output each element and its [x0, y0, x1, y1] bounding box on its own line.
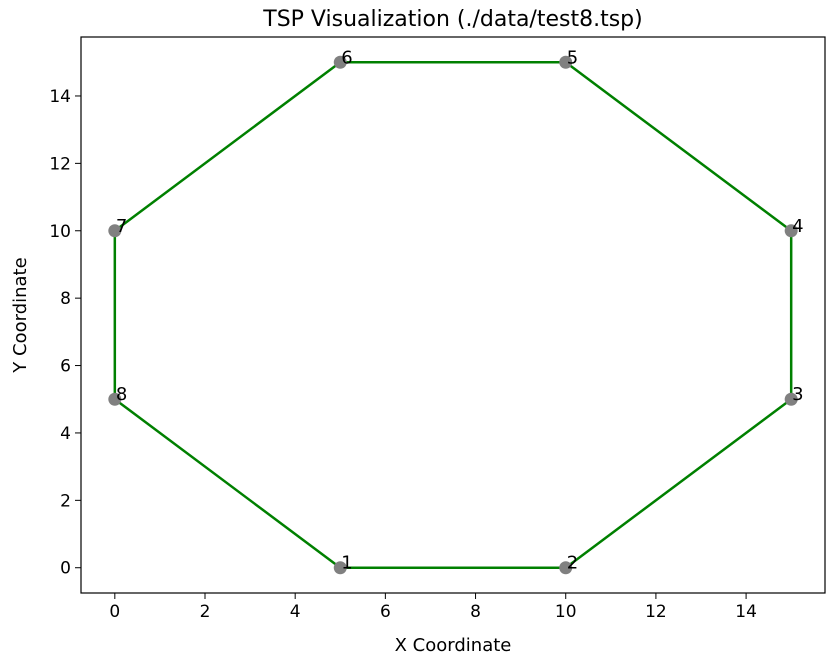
city-label: 3: [792, 384, 803, 405]
city-label: 8: [116, 384, 127, 405]
y-tick-label: 8: [60, 289, 71, 309]
y-tick-label: 10: [49, 222, 71, 242]
city-label: 1: [341, 553, 352, 574]
x-axis-label: X Coordinate: [395, 635, 512, 656]
city-label: 6: [341, 47, 352, 68]
x-tick-label: 0: [109, 602, 120, 622]
y-axis-label: Y Coordinate: [10, 257, 31, 373]
city-point: [108, 224, 122, 238]
x-tick-label: 10: [555, 602, 577, 622]
city-point: [784, 392, 798, 406]
x-tick-label: 12: [645, 602, 667, 622]
x-tick-label: 6: [380, 602, 391, 622]
city-label: 2: [567, 553, 578, 574]
city-point: [559, 55, 573, 69]
route-line: [113, 61, 793, 569]
x-tick-label: 8: [470, 602, 481, 622]
x-tick-label: 2: [200, 602, 211, 622]
y-tick-label: 0: [60, 559, 71, 579]
x-tick-label: 14: [735, 602, 757, 622]
city-point: [333, 55, 347, 69]
plot-frame: [80, 36, 826, 594]
x-tick-label: 4: [290, 602, 301, 622]
city-label: 7: [116, 216, 127, 237]
y-tick-label: 4: [60, 424, 71, 444]
city-point: [333, 561, 347, 575]
y-tick-label: 2: [60, 491, 71, 511]
city-point: [784, 224, 798, 238]
chart-title: TSP Visualization (./data/test8.tsp): [262, 7, 642, 32]
city-label: 5: [567, 47, 578, 68]
city-label: 4: [792, 216, 803, 237]
city-point: [108, 392, 122, 406]
y-tick-label: 6: [60, 357, 71, 377]
y-tick-label: 12: [49, 154, 71, 174]
city-point: [559, 561, 573, 575]
y-tick-label: 14: [49, 87, 71, 107]
